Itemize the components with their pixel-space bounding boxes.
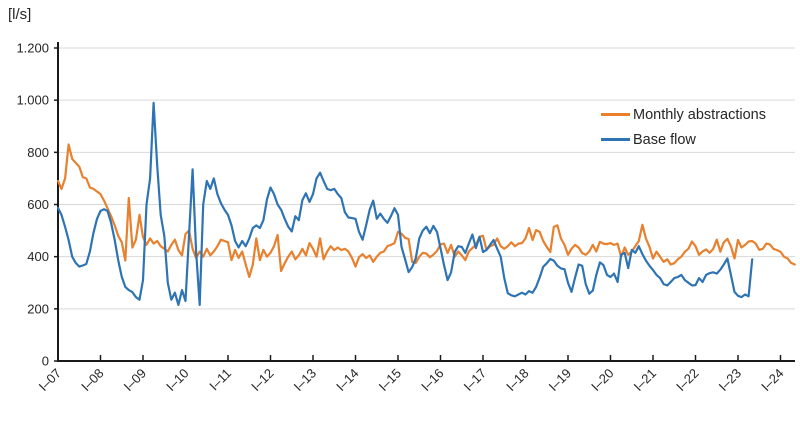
svg-text:I–13: I–13 [291,366,320,395]
svg-text:I–16: I–16 [418,366,447,395]
svg-text:I–17: I–17 [461,366,490,395]
svg-text:I–22: I–22 [673,366,702,395]
svg-text:I–07: I–07 [36,366,65,395]
svg-text:I–15: I–15 [376,366,405,395]
svg-text:I–12: I–12 [248,366,277,395]
svg-text:I–11: I–11 [206,366,234,394]
svg-text:1.000: 1.000 [16,93,49,108]
legend-label: Monthly abstractions [633,106,766,123]
legend-item-base-flow: Base flow [601,127,766,152]
legend-line-swatch-blue [601,138,630,141]
legend-item-monthly-abstractions: Monthly abstractions [601,102,766,127]
svg-text:I–10: I–10 [163,366,192,395]
svg-text:I–20: I–20 [588,366,617,395]
svg-text:I–18: I–18 [503,366,532,395]
chart-legend: Monthly abstractions Base flow [601,102,766,152]
legend-label: Base flow [633,131,696,148]
svg-text:I–14: I–14 [333,366,362,395]
svg-text:1.200: 1.200 [16,41,49,56]
y-axis-unit-label: [l/s] [8,6,32,23]
svg-text:800: 800 [27,145,49,160]
svg-text:200: 200 [27,301,49,316]
svg-text:600: 600 [27,197,49,212]
svg-text:I–19: I–19 [546,366,575,395]
svg-text:I–08: I–08 [78,366,107,395]
svg-text:I–23: I–23 [716,366,745,395]
svg-text:0: 0 [42,354,49,369]
svg-text:I–21: I–21 [631,366,660,395]
legend-line-swatch-orange [601,113,630,116]
svg-text:I–24: I–24 [758,366,787,395]
svg-text:I–09: I–09 [121,366,150,395]
svg-text:400: 400 [27,249,49,264]
